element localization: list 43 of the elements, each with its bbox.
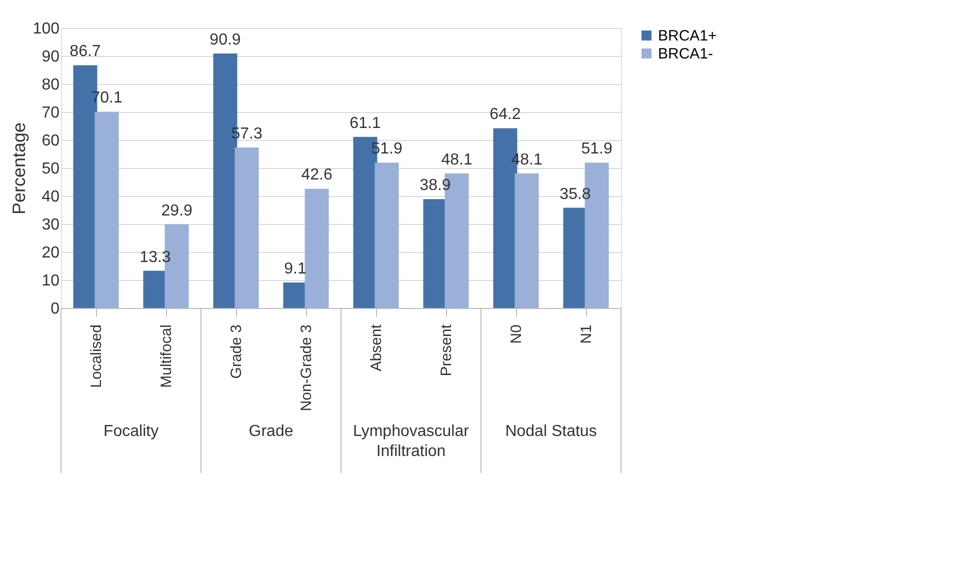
data-label: 42.6 (301, 166, 332, 184)
x-tick-label: Grade 3 (228, 324, 245, 379)
data-label: 51.9 (581, 140, 612, 158)
data-label: 13.3 (140, 248, 171, 266)
y-tick-label: 50 (42, 160, 60, 178)
text: Focality (103, 423, 159, 440)
data-label: 35.8 (560, 186, 591, 203)
bar (304, 188, 329, 308)
bar (234, 148, 259, 308)
y-tick-label: 60 (42, 132, 60, 150)
data-label: 86.7 (70, 43, 101, 60)
y-axis-title: Percentage (8, 122, 29, 215)
text: Grade (248, 423, 294, 440)
bar (374, 162, 399, 308)
data-label: 9.1 (284, 260, 306, 278)
x-tick-label: Non-Grade 3 (298, 324, 315, 412)
x-tick-label: N0 (508, 324, 525, 344)
text: Lymphovascular Infiltration (353, 423, 470, 460)
y-tick-label: 70 (42, 104, 60, 122)
x-tick-label: Localised (88, 324, 105, 388)
data-label: 29.9 (161, 202, 192, 220)
x-tick-label: Absent (368, 324, 385, 372)
y-tick-label: 90 (42, 48, 60, 66)
y-tick-label: 80 (42, 76, 60, 94)
data-label: 64.2 (490, 106, 521, 124)
y-tick-label: 30 (42, 216, 60, 234)
legend-label: BRCA1+ (658, 28, 718, 44)
x-tick-label: Multifocal (158, 324, 175, 388)
data-label: 90.9 (210, 31, 241, 48)
bar (94, 112, 119, 308)
y-tick-label: 0 (50, 300, 60, 318)
x-tick-label: Present (438, 324, 455, 376)
x-tick-label: N1 (578, 324, 595, 344)
data-label: 61.1 (350, 114, 381, 132)
text: Nodal Status (505, 423, 597, 440)
bar (514, 173, 539, 308)
y-tick-label: 100 (32, 20, 60, 38)
data-label: 38.9 (420, 177, 451, 194)
y-tick-label: 10 (42, 272, 60, 290)
y-tick-label: 20 (42, 244, 60, 262)
data-label: 48.1 (441, 151, 472, 168)
y-tick-label: 40 (42, 188, 60, 206)
legend-label: BRCA1- (658, 46, 714, 62)
